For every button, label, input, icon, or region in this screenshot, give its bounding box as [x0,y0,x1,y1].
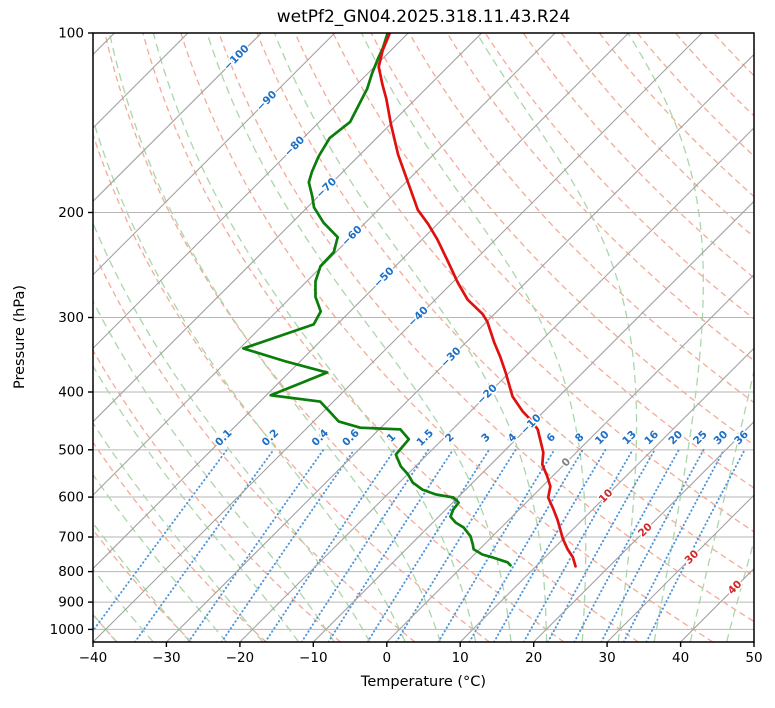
mixing-ratio-line [133,448,275,642]
plot-title: wetPf2_GN04.2025.318.11.43.R24 [276,7,571,27]
y-tick-label: 400 [58,385,84,401]
mixing-ratio-line [300,448,430,642]
moist-adiabat [726,538,754,642]
x-axis-label: Temperature (°C) [360,674,487,690]
plot-border [92,32,755,643]
dewpoint-line [242,33,512,567]
isotherm [93,33,409,350]
mixing-ratio-line [93,448,228,633]
isotherm [93,33,703,642]
x-tick-label: −40 [79,650,108,666]
moist-adiabat-lines [93,33,754,642]
isotherm-lines [93,33,754,642]
moist-adiabat [93,421,264,642]
dry-adiabat [93,528,192,642]
x-tick-label: 20 [525,650,542,666]
moist-adiabat [93,364,300,642]
y-axis-ticks: 100 200 300 400 500 600 700 800 900 1000 [50,26,93,638]
x-tick-label: −10 [299,650,328,666]
moist-adiabat [93,568,154,642]
moist-adiabat [206,33,512,642]
mixing-ratio-line [220,448,356,642]
isotherm [533,420,754,642]
dry-adiabat [446,33,754,362]
isotherm [239,127,754,642]
dry-adiabat [484,33,754,320]
mixing-ratio-line [187,448,325,642]
x-tick-label: −20 [226,650,255,666]
y-tick-label: 800 [58,564,84,580]
dry-adiabat [598,33,754,198]
mixing-ratio-line [327,448,454,642]
moist-adiabat [93,473,227,642]
x-tick-label: −30 [152,650,181,666]
moist-adiabat [93,299,335,642]
x-tick-label: 40 [672,650,689,666]
moist-adiabat [108,33,442,642]
dry-adiabat [560,33,754,238]
moist-adiabat [93,221,371,642]
moist-adiabat [273,33,548,642]
moist-adiabat [93,521,191,642]
mixing-ratio-lines [93,448,746,642]
y-tick-label: 500 [58,442,84,458]
x-tick-label: 50 [745,650,762,666]
isotherm [606,494,754,642]
y-tick-label: 600 [58,490,84,506]
x-tick-label: 30 [599,650,616,666]
y-tick-label: 200 [58,205,84,221]
isotherm [459,347,754,642]
y-axis-label: Pressure (hPa) [12,284,28,390]
dry-adiabat [180,33,714,642]
dry-adiabat [142,33,639,642]
moist-adiabat [152,33,477,642]
isotherm [93,33,556,496]
mixing-ratio-line [546,448,656,642]
y-tick-label: 700 [58,530,84,546]
pressure-gridlines [93,33,754,630]
mixing-ratio-line [264,448,396,642]
mixing-ratio-line [522,448,634,642]
mixing-ratio-line [437,448,556,642]
moist-adiabat [689,368,754,642]
dry-adiabat [218,33,754,623]
dry-adiabat [332,33,754,489]
isotherm [93,33,336,276]
y-tick-label: 300 [58,310,84,326]
mixing-ratio-line [600,448,705,642]
isotherm [93,33,629,570]
x-axis-ticks: −40 −30 −20 −10 0 10 20 30 40 50 [79,642,763,666]
isotherm [166,53,754,642]
isotherm [312,200,754,642]
dewpoint-profile [242,33,512,567]
x-tick-label: 10 [452,650,469,666]
mixing-ratio-line [468,448,584,642]
moist-adiabat [93,117,406,642]
temperature-profile [377,33,577,568]
y-tick-label: 100 [58,26,84,42]
mixing-ratio-line [573,448,680,642]
isotherm [93,33,262,203]
dry-adiabat [370,33,754,446]
moist-adiabat [476,33,638,642]
temperature-line [377,33,577,568]
dry-adiabat [294,33,754,533]
dry-adiabat [93,441,267,642]
mixing-ratio-line [622,448,725,642]
dry-adiabat [104,33,565,642]
y-tick-label: 900 [58,595,84,611]
moist-adiabat [627,33,704,642]
mixing-ratio-line [366,448,491,642]
isotherm [386,273,754,642]
dry-adiabat [256,33,754,578]
x-tick-label: 0 [383,650,392,666]
y-tick-label: 1000 [50,622,84,638]
isotherm [93,33,483,423]
